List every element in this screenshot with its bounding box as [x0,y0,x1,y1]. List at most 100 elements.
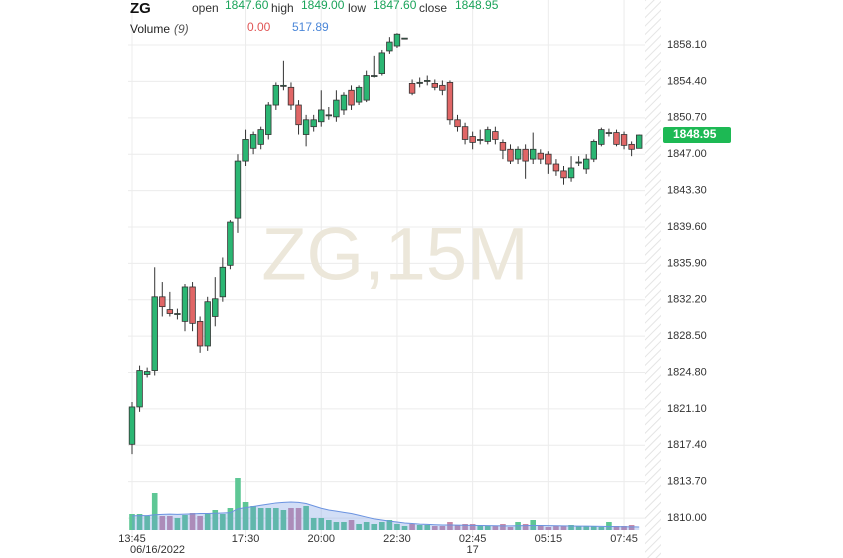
candle-body [212,298,219,317]
y-tick-label: 1839.60 [667,221,707,233]
x-tick-label: 05:15 [535,533,563,545]
candle-body [318,109,325,123]
field-value: 1847.60 [225,0,269,12]
candle-body [136,370,143,408]
volume-bar [159,516,166,530]
candle-body [393,33,401,47]
volume-bar [409,524,415,530]
volume-bar [432,526,438,530]
volume-name: Volume [130,22,170,36]
y-tick-label: 1813.70 [667,476,707,488]
candle-body [635,134,643,149]
marks: 1848.95 [128,33,731,530]
candle-body [628,143,635,150]
volume-bar [197,516,203,530]
grid: 1858.10 1854.40 1850.70 1847.00 1843.30 1839.… [118,0,707,556]
candle-body [265,104,272,135]
volume-bar [507,527,514,530]
field-value: 1848.95 [455,0,499,12]
candle-body [363,75,370,101]
candle-body [424,80,431,82]
volume-ma-area [132,502,640,530]
candle-body [196,320,204,347]
candle-body [514,148,522,160]
y-tick-label: 1858.10 [667,39,707,51]
candle-body [431,82,438,88]
x-tick-label: 20:00 [307,533,335,545]
volume-bar [303,506,309,530]
y-tick-label: 1843.30 [667,184,707,196]
volume-bar [227,508,234,530]
candle-body [371,75,378,77]
candle-body [454,119,461,128]
candle-body [355,86,363,103]
volume-ma-value: 517.89 [292,20,329,34]
volume-bar [182,515,188,530]
volume-bar [273,508,279,530]
candle-body [287,86,295,106]
field-name: high [271,1,294,15]
volume-bar [318,518,325,530]
volume-bar [371,524,378,530]
candle-body [492,131,499,140]
x-tick-label: 17:30 [232,533,260,545]
volume-period: (9) [174,22,189,36]
y-tick-label: 1832.20 [667,294,707,306]
candle-body [416,82,423,84]
field-value: 1847.60 [373,0,417,12]
volume-bar [288,508,294,530]
candle-body [499,142,507,151]
volume-bar [477,526,484,530]
volume-bar [590,526,597,530]
candle-body [560,170,567,179]
volume-bar [257,508,264,530]
volume-bar [310,518,317,530]
volume-bar [598,527,605,530]
volume-bar [500,524,506,530]
candle-body [333,99,340,118]
volume-bar [379,522,385,530]
candle-body [249,134,257,149]
candle-body [204,301,211,347]
candle-body [590,141,597,160]
volume-bar [348,520,355,530]
watermark: ZG,15M [261,213,528,296]
candle-body [401,37,408,40]
volume-bar [341,522,347,530]
x-sublabel: 17 [467,544,479,556]
candle-body [461,126,469,140]
volume-bar [212,510,219,530]
candle-body [348,89,355,106]
volume-bar [545,527,552,530]
candle-body [295,104,302,126]
candle-body [227,221,234,266]
volume-value: 0.00 [247,20,271,34]
volume-bar [553,526,559,530]
volume-bar [530,520,537,530]
volume-bar [220,514,226,530]
volume-bar [560,526,567,530]
volume-bar [250,506,256,530]
y-tick-label: 1835.90 [667,257,707,269]
candle-body [484,129,491,142]
volume-bar [628,525,635,530]
candle-body [583,158,590,170]
candle-body [567,167,575,179]
candle-body [446,82,454,121]
candle-body [545,153,552,165]
volume-bar [386,520,393,530]
last-price-tag [663,127,731,144]
volume-bar [167,516,173,530]
candle-body [439,84,446,91]
volume-bar [136,514,143,530]
volume-bar [621,526,627,530]
volume-bar [469,524,476,530]
candle-body [340,94,348,111]
volume-bar [537,526,544,530]
volume-bar [356,524,362,530]
candle-body [378,52,386,74]
legend: ZG Volume (9) 0.00 517.89 open 1847.60 hig… [130,0,499,36]
volume-bar [295,508,302,530]
candle-body [128,406,136,445]
